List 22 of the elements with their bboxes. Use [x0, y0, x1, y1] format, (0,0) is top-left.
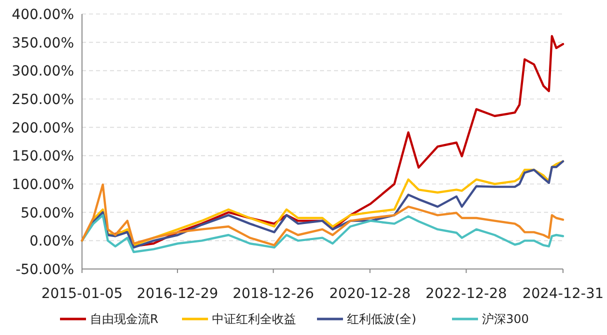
line-series [80, 183, 564, 246]
y-tick-label: 250.00% [12, 92, 74, 108]
x-tick-label: 2020-12-28 [329, 286, 411, 302]
y-tick-label: 350.00% [12, 35, 74, 52]
legend-label: 沪深300 [482, 312, 529, 326]
y-tick-label: 0.00% [30, 234, 74, 250]
x-tick-label: 2018-12-26 [232, 286, 314, 302]
y-tick-label: 400.00% [12, 7, 74, 23]
x-tick-label: 2016-12-29 [136, 286, 218, 302]
y-tick-label: 300.00% [12, 64, 74, 80]
legend-label: 中证红利全收益 [212, 312, 296, 326]
line-series [80, 214, 564, 254]
x-tick-label: 2022-12-28 [426, 286, 507, 302]
legend-label: 自由现金流R [90, 312, 158, 326]
legend-label: 红利低波(全) [347, 312, 416, 326]
y-tick-label: 50.00% [20, 205, 74, 222]
y-tick-label: -50.00% [16, 262, 74, 278]
x-tick-label: 2015-01-05 [41, 286, 123, 302]
x-tick-label: 2024-12-31 [522, 286, 604, 302]
y-tick-label: 150.00% [12, 148, 74, 165]
y-tick-label: 100.00% [12, 177, 74, 193]
y-tick-label: 200.00% [12, 120, 74, 136]
